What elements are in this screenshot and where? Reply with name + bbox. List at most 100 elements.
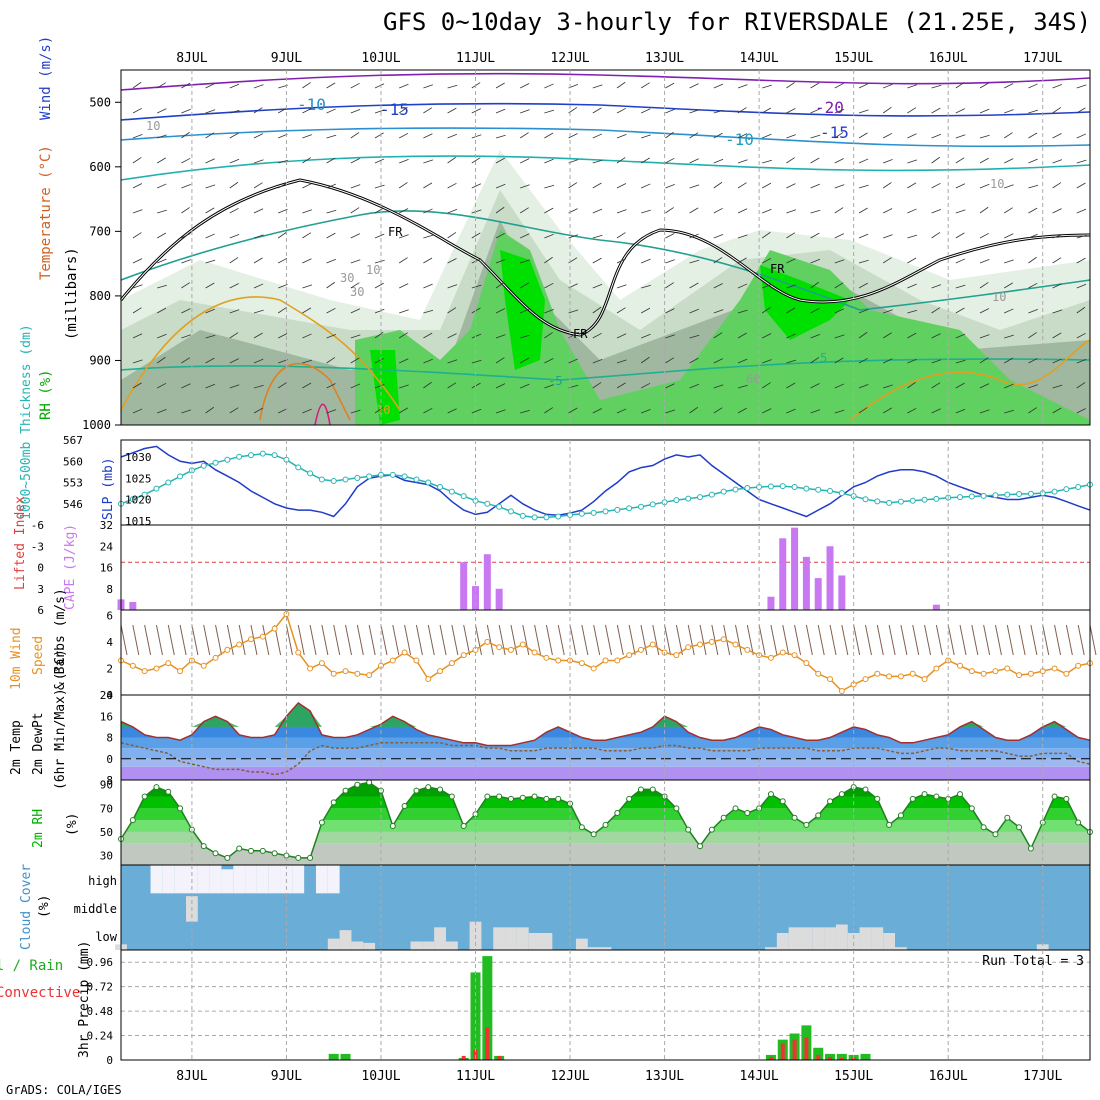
wind-barb (423, 309, 434, 314)
wind-speed-line-point (200, 662, 207, 669)
wind-barb (302, 359, 313, 364)
wind-barb (495, 82, 505, 89)
rh2m-line-point (224, 854, 231, 861)
cloud-ylabel-1: Cloud Cover (19, 864, 34, 950)
temp-ylabel-1: 2m Temp (9, 720, 24, 775)
wind-speed-line-point (791, 652, 798, 659)
wind-barb (689, 282, 699, 289)
precip-convective-bar (473, 1049, 478, 1060)
surface-wind-barb (451, 624, 459, 656)
wind-barb (616, 81, 626, 89)
surface-wind-barb (770, 624, 778, 656)
wind-barb (762, 107, 772, 114)
wind-barb (762, 133, 772, 139)
wind-barb (761, 231, 771, 239)
wind-barb (1004, 308, 1014, 314)
wind-barb (641, 307, 651, 314)
wind-speed-line-point (330, 670, 337, 677)
cloud-low-cell (824, 927, 836, 950)
precip-frame (120, 949, 1091, 1061)
wind-barb (423, 407, 433, 414)
surface-wind-barb (841, 624, 849, 656)
wind-barb (858, 158, 869, 164)
wind-barb (786, 108, 796, 114)
cloud-level-label: high (88, 874, 117, 888)
cloud-low-cell (575, 938, 588, 950)
wind-tick-label: 4 (106, 636, 113, 649)
wind-barb (883, 159, 893, 164)
cape-tick-label: 32 (100, 519, 113, 532)
thickness-line-point (838, 490, 845, 497)
cloud-high-cell (327, 865, 340, 894)
wind-barb (955, 333, 966, 339)
thickness-line-point (744, 484, 751, 491)
cloud-low-cell (528, 933, 541, 950)
wind-barb (229, 83, 240, 89)
wind-barb (1052, 182, 1062, 189)
wind-barb (423, 332, 433, 339)
wind-barb (665, 259, 675, 264)
wind-barb (834, 158, 844, 164)
li-tick-label: 3 (37, 583, 44, 596)
thickness-line-point (413, 476, 420, 483)
wind-barb (229, 158, 240, 164)
thickness-line-point (637, 503, 644, 510)
surface-wind-barb (297, 624, 305, 656)
thickness-line-point (1063, 486, 1070, 493)
wind-barb (350, 334, 361, 339)
wind-speed-line-point (815, 670, 822, 677)
wind-speed-line-point (425, 676, 432, 683)
wind-barb (1076, 208, 1087, 214)
wind-barb (350, 409, 361, 414)
wind-barb (350, 184, 361, 189)
wind-barb (205, 233, 215, 239)
wind-speed-line-point (720, 636, 727, 643)
wind-barb (737, 257, 747, 264)
wind-barb (955, 359, 966, 364)
precip-ylabel: 3hr Precip (mm) (77, 941, 92, 1058)
surface-wind-barb (876, 624, 884, 656)
wind-barb (1028, 132, 1038, 139)
surface-wind-barb (155, 624, 163, 656)
wind-barb (955, 307, 965, 314)
contour-label: 30 (340, 271, 354, 285)
wind-barb (955, 82, 965, 89)
surface-wind-barb (368, 624, 376, 656)
wind-barb (544, 282, 554, 289)
pressure-tick-label: 1000 (82, 418, 111, 432)
wind-barb (229, 358, 239, 364)
wind-barb (205, 406, 215, 414)
wind-barb (326, 157, 336, 164)
rh2m-line-point (413, 787, 420, 794)
slp-tick-label: 1025 (125, 472, 152, 485)
wind-barb (132, 258, 143, 264)
thickness-line-point (614, 506, 621, 513)
wind-barb (1076, 84, 1087, 89)
wind-barb (399, 83, 409, 89)
wind-barb (326, 258, 337, 264)
rh2m-line-point (342, 787, 349, 794)
wind-speed-line-point (909, 670, 916, 677)
wind-barb (495, 259, 506, 264)
surface-wind-barb (912, 624, 920, 656)
wind-barb (326, 281, 336, 289)
wind-barb (471, 408, 482, 414)
surface-wind-barb (545, 624, 553, 656)
wind-barb (955, 134, 966, 139)
wind-barb (253, 133, 264, 139)
wind-barb (955, 258, 966, 264)
wind-barb (834, 207, 844, 214)
wind-barb (568, 407, 578, 414)
thickness-line-point (673, 497, 680, 504)
wind-barb (810, 409, 821, 414)
wind-barb (979, 82, 989, 89)
cloud-low-cell (351, 941, 364, 950)
wind-speed-line-point (886, 673, 893, 680)
wind-barb (592, 84, 603, 89)
wind-barb (979, 383, 990, 389)
surface-wind-barb (817, 624, 825, 656)
wind-speed-line-point (649, 641, 656, 648)
temp-band (121, 737, 1090, 749)
precip-total-bar (328, 1053, 339, 1060)
cape-axis-label: CAPE (J/kg) (63, 524, 78, 610)
